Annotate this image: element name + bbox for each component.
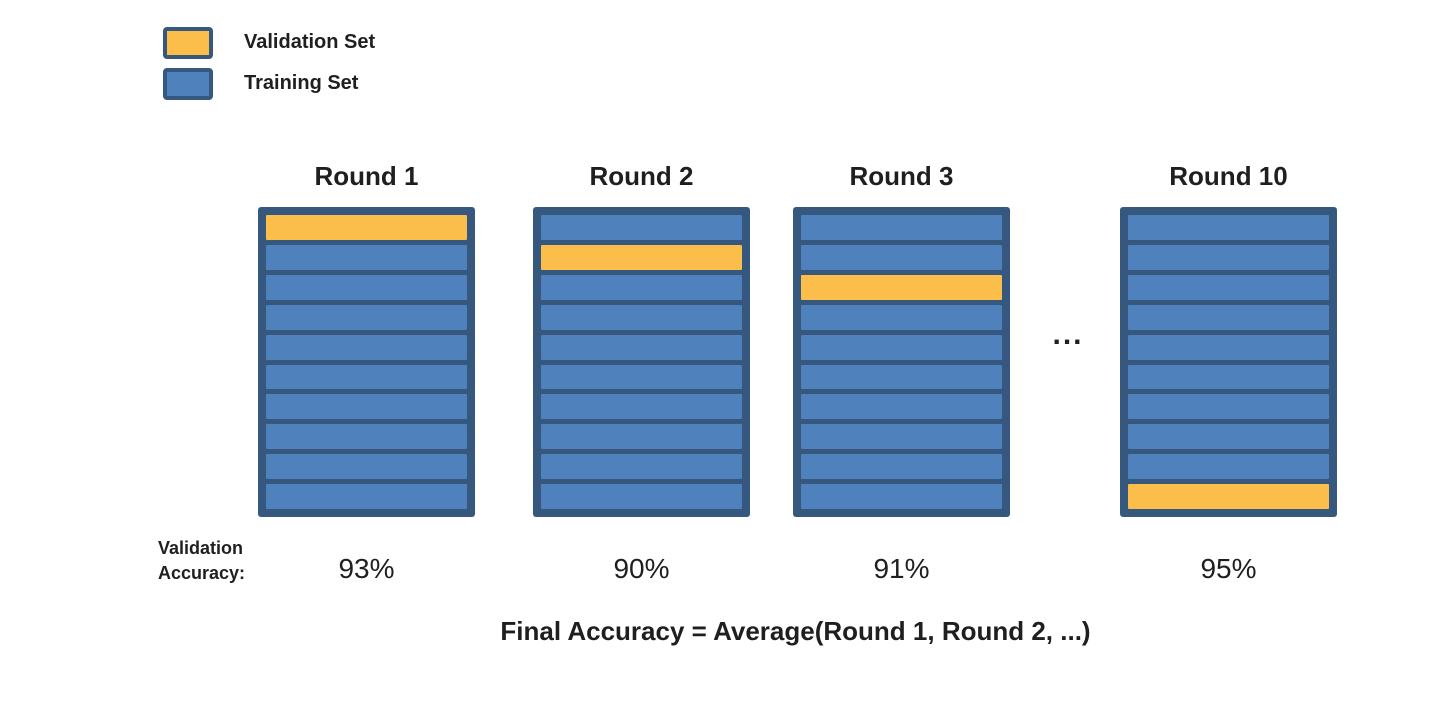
training-fold — [801, 334, 1002, 360]
legend-item-validation: Validation Set — [163, 26, 375, 59]
validation-fold — [541, 244, 742, 270]
training-fold — [801, 215, 1002, 240]
training-fold — [541, 304, 742, 330]
training-fold — [1128, 394, 1329, 420]
legend: Validation Set Training Set — [163, 26, 375, 108]
round-2-title: Round 2 — [589, 161, 694, 191]
round-10-title: Round 10 — [1169, 161, 1288, 191]
training-fold — [541, 424, 742, 450]
training-fold — [266, 304, 467, 330]
legend-label-training: Training Set — [244, 72, 359, 94]
round-10-column: Round 10 95% — [1120, 158, 1337, 585]
training-fold — [1128, 424, 1329, 450]
round-2-fold-stack — [533, 207, 750, 517]
training-fold — [801, 364, 1002, 390]
training-fold — [801, 454, 1002, 480]
training-fold — [1128, 334, 1329, 360]
legend-item-training: Training Set — [163, 67, 375, 100]
training-fold — [1128, 454, 1329, 480]
training-fold — [801, 424, 1002, 450]
training-fold — [801, 394, 1002, 420]
training-fold — [266, 364, 467, 390]
training-fold — [801, 304, 1002, 330]
training-fold — [541, 215, 742, 240]
training-fold — [1128, 304, 1329, 330]
round-3-accuracy: 91% — [873, 553, 930, 584]
round-10-accuracy: 95% — [1200, 553, 1257, 584]
round-3-column: Round 3 91% — [793, 158, 1010, 585]
training-fold — [1128, 364, 1329, 390]
round-3-title: Round 3 — [849, 161, 954, 191]
validation-set-swatch — [163, 26, 213, 59]
round-1-title: Round 1 — [314, 161, 419, 191]
training-fold — [541, 334, 742, 360]
validation-fold — [266, 215, 467, 240]
training-fold — [541, 394, 742, 420]
validation-accuracy-caption-line1: Validation — [158, 538, 244, 558]
training-fold — [266, 424, 467, 450]
training-fold — [266, 484, 467, 510]
validation-fold — [801, 274, 1002, 300]
round-1-fold-stack — [258, 207, 475, 517]
round-1-accuracy: 93% — [338, 553, 395, 584]
training-fold — [266, 334, 467, 360]
rounds-ellipsis: ... — [1052, 318, 1084, 351]
training-fold — [801, 484, 1002, 510]
training-fold — [266, 274, 467, 300]
training-fold — [1128, 215, 1329, 240]
training-fold — [266, 394, 467, 420]
round-1-column: Round 1 93% — [258, 158, 475, 585]
round-2-column: Round 2 90% — [533, 158, 750, 585]
training-fold — [541, 274, 742, 300]
training-fold — [541, 364, 742, 390]
training-fold — [266, 454, 467, 480]
round-2-accuracy: 90% — [613, 553, 670, 584]
training-fold — [266, 244, 467, 270]
validation-fold — [1128, 484, 1329, 510]
round-10-fold-stack — [1120, 207, 1337, 517]
validation-accuracy-caption: Validation Accuracy: — [158, 536, 245, 586]
validation-accuracy-caption-line2: Accuracy: — [158, 563, 246, 583]
training-fold — [801, 244, 1002, 270]
legend-label-validation: Validation Set — [244, 31, 376, 53]
training-fold — [1128, 244, 1329, 270]
training-fold — [1128, 274, 1329, 300]
training-fold — [541, 484, 742, 510]
round-3-fold-stack — [793, 207, 1010, 517]
training-set-swatch — [163, 67, 213, 100]
final-accuracy-formula: Final Accuracy = Average(Round 1, Round … — [500, 616, 1091, 646]
training-fold — [541, 454, 742, 480]
